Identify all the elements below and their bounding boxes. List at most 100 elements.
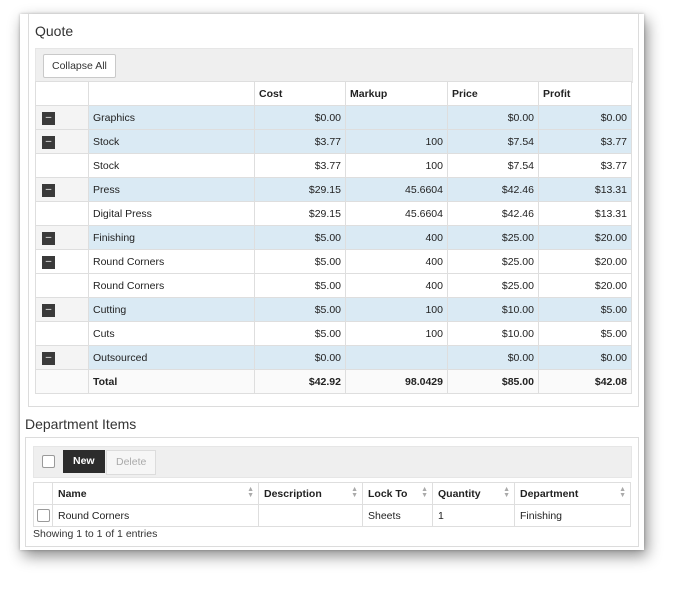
quote-row: – Finishing $5.00 400 $25.00 $20.00 [35, 225, 632, 250]
row-cost: $3.77 [254, 129, 346, 154]
row-cost: $29.15 [254, 177, 346, 202]
select-all-checkbox[interactable] [42, 455, 55, 468]
toggle-cell [35, 369, 89, 394]
row-cost: $3.77 [254, 153, 346, 178]
collapse-toggle-button[interactable]: – [42, 135, 55, 149]
row-markup [345, 105, 448, 130]
collapse-toggle-button[interactable]: – [42, 255, 55, 269]
row-cost: $0.00 [254, 105, 346, 130]
column-label: Description [264, 487, 322, 500]
collapse-all-button[interactable]: Collapse All [43, 54, 116, 78]
row-profit: $13.31 [538, 201, 632, 226]
toggle-cell: – [35, 129, 89, 154]
quote-header-row: Cost Markup Price Profit [35, 81, 632, 106]
column-header-description[interactable]: Description ▲ ▼ [258, 482, 363, 505]
toggle-cell [35, 153, 89, 178]
cell-name: Round Corners [52, 504, 259, 527]
row-profit: $3.77 [538, 153, 632, 178]
collapse-toggle-button[interactable]: – [42, 351, 55, 365]
row-profit: $20.00 [538, 249, 632, 274]
quote-panel: Quote Collapse All Cost Markup Price Pro… [28, 14, 639, 407]
header-name [88, 81, 255, 106]
total-label: Total [88, 369, 255, 394]
collapse-toggle-button[interactable]: – [42, 183, 55, 197]
row-name: Finishing [88, 225, 255, 250]
row-cost: $5.00 [254, 225, 346, 250]
toggle-cell: – [35, 345, 89, 370]
header-profit: Profit [538, 81, 632, 106]
row-name: Graphics [88, 105, 255, 130]
header-markup: Markup [345, 81, 448, 106]
department-items-panel: New Delete Name ▲ ▼ Description ▲ ▼ Lock To ▲… [25, 437, 639, 547]
toggle-cell: – [35, 297, 89, 322]
row-name: Round Corners [88, 249, 255, 274]
toggle-cell [35, 273, 89, 298]
column-header-quantity[interactable]: Quantity ▲ ▼ [432, 482, 515, 505]
main-window: Quote Collapse All Cost Markup Price Pro… [20, 14, 644, 550]
row-markup: 45.6604 [345, 177, 448, 202]
cell-department: Finishing [514, 504, 631, 527]
row-markup: 100 [345, 297, 448, 322]
quote-row: – Press $29.15 45.6604 $42.46 $13.31 [35, 177, 632, 202]
sort-icon: ▲ ▼ [351, 486, 358, 499]
total-cost: $42.92 [254, 369, 346, 394]
toggle-cell: – [35, 249, 89, 274]
quote-table: Cost Markup Price Profit – Graphics $0.0… [35, 81, 632, 394]
collapse-toggle-button[interactable]: – [42, 303, 55, 317]
row-profit: $20.00 [538, 273, 632, 298]
row-price: $10.00 [447, 321, 539, 346]
total-markup: 98.0429 [345, 369, 448, 394]
header-cost: Cost [254, 81, 346, 106]
row-price: $25.00 [447, 225, 539, 250]
table-info: Showing 1 to 1 of 1 entries [33, 528, 158, 540]
row-price: $25.00 [447, 249, 539, 274]
quote-title: Quote [35, 23, 74, 39]
row-price: $42.46 [447, 177, 539, 202]
quote-row: Round Corners $5.00 400 $25.00 $20.00 [35, 273, 632, 298]
row-price: $0.00 [447, 105, 539, 130]
table-row: Round Corners Sheets 1 Finishing [33, 504, 631, 527]
quote-row: – Round Corners $5.00 400 $25.00 $20.00 [35, 249, 632, 274]
toggle-cell [35, 321, 89, 346]
row-name: Cuts [88, 321, 255, 346]
column-header-department[interactable]: Department ▲ ▼ [514, 482, 631, 505]
row-cost: $0.00 [254, 345, 346, 370]
row-name: Press [88, 177, 255, 202]
header-select [33, 482, 53, 505]
row-cost: $5.00 [254, 297, 346, 322]
row-name: Cutting [88, 297, 255, 322]
column-header-name[interactable]: Name ▲ ▼ [52, 482, 259, 505]
sort-icon: ▲ ▼ [619, 486, 626, 499]
row-price: $25.00 [447, 273, 539, 298]
row-profit: $13.31 [538, 177, 632, 202]
row-markup: 100 [345, 153, 448, 178]
row-price: $10.00 [447, 297, 539, 322]
row-markup: 400 [345, 249, 448, 274]
total-row: Total $42.92 98.0429 $85.00 $42.08 [35, 369, 632, 394]
row-profit: $3.77 [538, 129, 632, 154]
quote-row: – Cutting $5.00 100 $10.00 $5.00 [35, 297, 632, 322]
row-markup: 100 [345, 129, 448, 154]
new-button[interactable]: New [63, 450, 105, 473]
quote-row: Cuts $5.00 100 $10.00 $5.00 [35, 321, 632, 346]
row-select-cell [33, 504, 53, 527]
row-profit: $5.00 [538, 321, 632, 346]
quote-row: – Stock $3.77 100 $7.54 $3.77 [35, 129, 632, 154]
department-table: Name ▲ ▼ Description ▲ ▼ Lock To ▲ ▼ Quantity ▲… [33, 482, 631, 527]
row-checkbox[interactable] [37, 509, 50, 522]
collapse-toggle-button[interactable]: – [42, 231, 55, 245]
column-header-lock-to[interactable]: Lock To ▲ ▼ [362, 482, 433, 505]
column-label: Department [520, 487, 579, 500]
row-markup: 400 [345, 225, 448, 250]
row-name: Stock [88, 153, 255, 178]
delete-button[interactable]: Delete [106, 450, 157, 475]
row-name: Stock [88, 129, 255, 154]
collapse-toggle-button[interactable]: – [42, 111, 55, 125]
row-markup: 400 [345, 273, 448, 298]
department-toolbar: New Delete [33, 446, 632, 478]
row-profit: $5.00 [538, 297, 632, 322]
row-cost: $5.00 [254, 321, 346, 346]
column-label: Name [58, 487, 87, 500]
sort-icon: ▲ ▼ [503, 486, 510, 499]
row-price: $0.00 [447, 345, 539, 370]
